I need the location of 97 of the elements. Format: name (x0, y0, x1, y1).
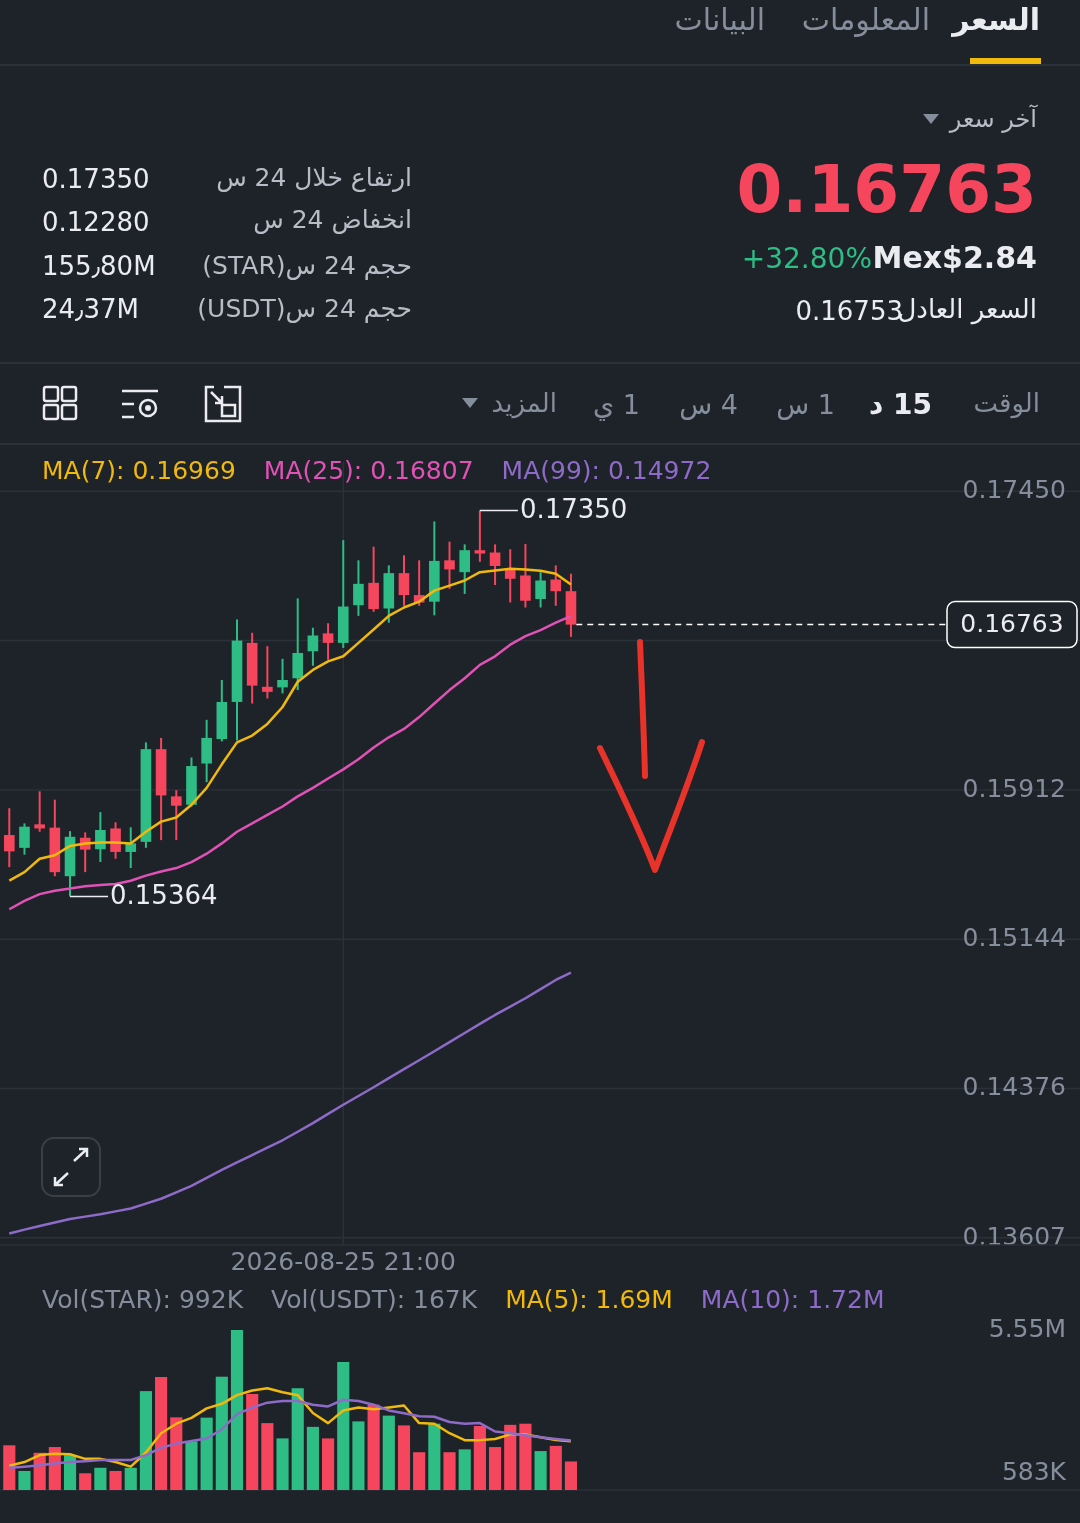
bar (261, 1423, 274, 1490)
text: 4 س (679, 389, 738, 420)
bar (458, 1449, 471, 1490)
text: 0.16763 (736, 151, 1037, 228)
bar (109, 1470, 122, 1490)
bar (504, 1424, 517, 1490)
bar (534, 1451, 547, 1490)
text: Vol(USDT): 167K (271, 1285, 478, 1314)
x-tick-label: 2026-08-25 21:00 (230, 1247, 456, 1276)
text: MA(25): 0.16807 (263, 456, 474, 485)
bar (337, 1362, 350, 1490)
candlestick (474, 509, 486, 563)
text: آخر سعر (948, 104, 1039, 133)
text: 1 س (776, 389, 835, 420)
candlestick (535, 571, 546, 609)
candlestick (444, 540, 455, 590)
bar (549, 1445, 562, 1490)
text: السعر (950, 2, 1040, 37)
ref-line-label: 0.16763 (960, 608, 1064, 638)
candlestick (353, 559, 364, 617)
bar (139, 1391, 152, 1490)
bar (413, 1452, 426, 1490)
text: البيانات (674, 2, 765, 37)
text: ارتفاع خلال 24 س (216, 163, 412, 192)
text: MA(5): 1.69M (505, 1285, 673, 1314)
bar (322, 1438, 335, 1490)
text: حجم 24 س(USDT) (197, 294, 412, 324)
candlestick (34, 790, 45, 833)
annotation: 0.17350 (519, 494, 628, 525)
bar (3, 1445, 16, 1490)
bar (473, 1426, 486, 1490)
bar (200, 1417, 213, 1490)
text: +32.80% (741, 242, 872, 275)
bar (382, 1415, 395, 1490)
bar (230, 1330, 244, 1490)
text: 1 ي (593, 389, 640, 421)
text: Vol(STAR): 992K (42, 1285, 244, 1314)
text: MA(10): 1.72M (700, 1285, 885, 1314)
line-series (8, 567, 573, 882)
candlestick (170, 789, 182, 842)
text: حجم 24 س(STAR) (202, 251, 412, 281)
y-tick-label: 0.13607 (962, 1221, 1066, 1251)
bar (367, 1404, 380, 1490)
bar (519, 1423, 532, 1490)
bar (185, 1441, 198, 1490)
candlestick (262, 645, 273, 700)
bar (291, 1388, 304, 1490)
bar (352, 1421, 365, 1490)
text: 155٫80M (42, 251, 156, 281)
candlestick (504, 548, 516, 604)
y-tick-label: 0.17450 (962, 475, 1066, 505)
text: المزيد (491, 388, 557, 419)
bar (246, 1394, 259, 1490)
bar (18, 1470, 31, 1490)
candlestick (550, 564, 562, 607)
text: 24٫37M (42, 294, 140, 324)
y-tick-label: 0.15912 (962, 773, 1066, 803)
candlestick (322, 622, 334, 661)
text: الوقت (973, 388, 1040, 419)
bar (276, 1438, 289, 1490)
bar (488, 1447, 502, 1491)
candlestick (398, 554, 410, 607)
bar (215, 1376, 228, 1490)
bar (79, 1473, 92, 1490)
text: 0.12280 (42, 207, 150, 237)
y-tick-label: 0.14376 (962, 1072, 1066, 1102)
bar (428, 1423, 441, 1490)
bar (124, 1467, 137, 1490)
bar (63, 1455, 77, 1490)
candlestick (110, 821, 121, 860)
text: انخفاض 24 س (253, 205, 412, 234)
candlestick (307, 626, 319, 667)
candlestick (125, 826, 137, 870)
bar (306, 1426, 319, 1490)
candlestick (489, 543, 501, 586)
text: MA(7): 0.16969 (42, 456, 236, 485)
text: Mex$2.84 (872, 240, 1037, 275)
text: المعلومات (801, 2, 930, 37)
bar (443, 1452, 456, 1490)
y-tick-label: 583K (1001, 1457, 1067, 1487)
candlestick (3, 807, 15, 869)
bar (564, 1461, 578, 1490)
bar (155, 1376, 168, 1490)
y-tick-label: 5.55M (988, 1314, 1066, 1343)
candlestick (19, 822, 30, 856)
annotation: 0.15364 (110, 879, 218, 910)
line-series (8, 1398, 573, 1470)
text: MA(99): 0.14972 (501, 456, 712, 485)
candlestick (459, 543, 471, 595)
text: 0.17350 (42, 164, 150, 194)
text: 15 د (868, 388, 932, 421)
bar (94, 1467, 107, 1490)
line-series (8, 971, 573, 1235)
bar (397, 1425, 411, 1490)
bar (170, 1417, 183, 1490)
y-tick-label: 0.15144 (962, 923, 1066, 953)
candlestick (277, 657, 288, 695)
